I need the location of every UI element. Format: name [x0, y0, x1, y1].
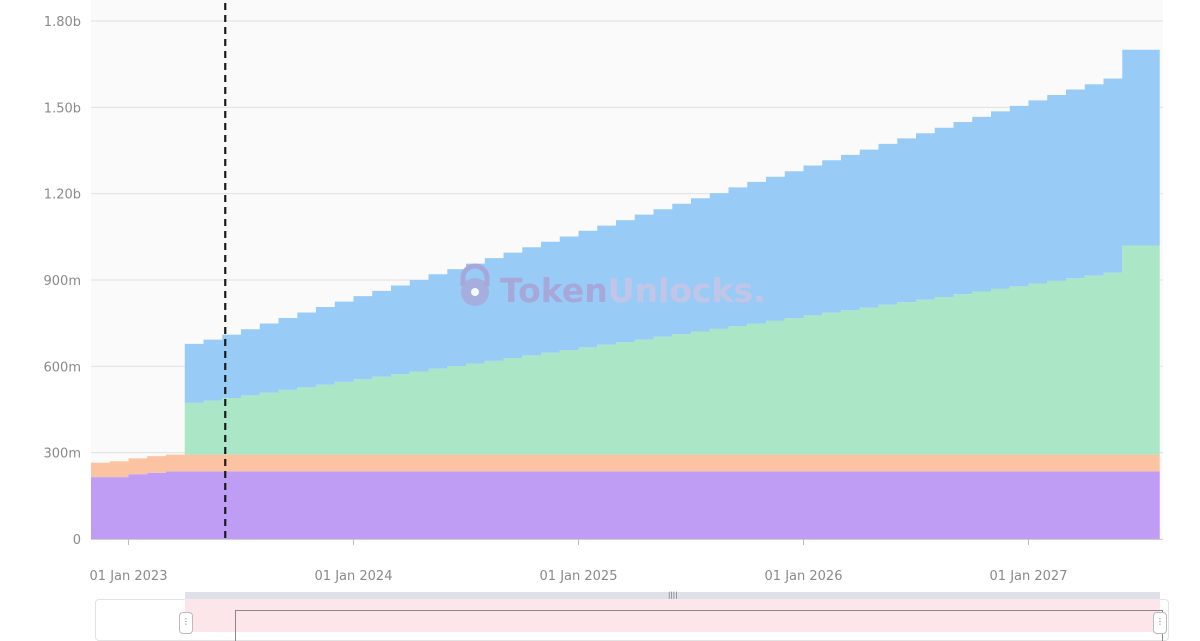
- series-areas: [91, 49, 1160, 539]
- watermark: TokenUnlocks.: [460, 263, 766, 310]
- series-area-4: [184, 49, 1160, 403]
- y-tick-label: 600m: [44, 360, 81, 375]
- y-tick-label: 0: [73, 533, 81, 548]
- chart: TokenUnlocks. 0 300m 600m 900m 1.20b 1.50b 1.8…: [43, 3, 1163, 584]
- y-tick-label: 1.50b: [44, 101, 81, 116]
- range-slider-top-bar[interactable]: ||||: [185, 592, 1160, 599]
- lock-logo-icon: [460, 263, 490, 306]
- range-slider[interactable]: |||| ⋮ ⋮: [95, 592, 1169, 641]
- watermark-label: TokenUnlocks.: [500, 271, 766, 310]
- y-tick-label: 1.20b: [44, 188, 81, 203]
- y-tick-label: 900m: [44, 274, 81, 289]
- range-slider-window[interactable]: |||| ⋮ ⋮: [179, 592, 1167, 641]
- watermark-brand-a: Token: [500, 271, 608, 310]
- grip-dots-icon[interactable]: ||||: [668, 591, 678, 599]
- series-area-1: [91, 471, 1160, 539]
- range-slider-selection: [235, 610, 1163, 641]
- y-tick-label: 300m: [44, 447, 81, 462]
- x-tick-label: 01 Jan 2023: [90, 569, 168, 584]
- drag-handle-icon[interactable]: ⋮: [179, 612, 193, 634]
- series-area-2: [91, 454, 1160, 478]
- x-tick-label: 01 Jan 2025: [540, 569, 618, 584]
- x-tick-label: 01 Jan 2027: [990, 569, 1068, 584]
- y-tick-label: 1.80b: [44, 15, 81, 30]
- series-area-3: [184, 245, 1160, 455]
- watermark-brand-b: Unlocks.: [608, 271, 766, 310]
- drag-handle-icon[interactable]: ⋮: [1153, 612, 1167, 634]
- x-tick-label: 01 Jan 2026: [765, 569, 843, 584]
- axes: 0 300m 600m 900m 1.20b 1.50b 1.80b 01 Jan 2023 0…: [44, 15, 1163, 584]
- x-tick-label: 01 Jan 2024: [315, 569, 393, 584]
